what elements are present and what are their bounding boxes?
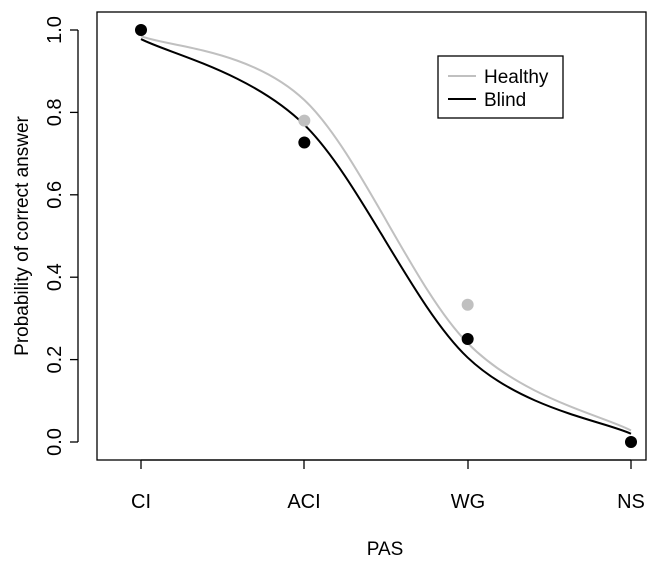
x-tick-label: NS xyxy=(617,491,645,513)
x-axis-title: PAS xyxy=(367,539,404,560)
point-blind xyxy=(625,436,637,448)
curve-healthy xyxy=(140,35,632,432)
x-axis: CI ACI WG NS xyxy=(131,459,645,513)
x-tick-label: ACI xyxy=(287,491,320,513)
data-points xyxy=(135,24,637,448)
point-blind xyxy=(461,333,474,345)
legend-label-healthy: Healthy xyxy=(484,67,549,88)
y-tick-label: 1.0 xyxy=(44,16,66,44)
y-axis-title: Probability of correct answer xyxy=(12,115,33,355)
point-blind xyxy=(135,24,147,36)
fitted-curves xyxy=(140,35,632,435)
y-tick-label: 0.2 xyxy=(44,346,66,374)
legend-label-blind: Blind xyxy=(484,90,526,111)
y-tick-label: 0.0 xyxy=(44,428,66,456)
y-axis: 0.0 0.2 0.4 0.6 0.8 1.0 xyxy=(44,16,79,456)
legend-box xyxy=(437,55,564,119)
plot-frame xyxy=(96,11,647,461)
x-tick-label: WG xyxy=(451,491,485,513)
point-healthy xyxy=(298,114,311,127)
curve-blind xyxy=(140,38,632,435)
x-tick-label: CI xyxy=(131,491,151,513)
point-blind xyxy=(298,136,311,149)
y-tick-label: 0.6 xyxy=(44,181,66,209)
legend: Healthy Blind xyxy=(437,55,564,119)
y-tick-label: 0.4 xyxy=(44,263,66,291)
y-tick-label: 0.8 xyxy=(44,98,66,126)
point-healthy xyxy=(461,298,474,311)
